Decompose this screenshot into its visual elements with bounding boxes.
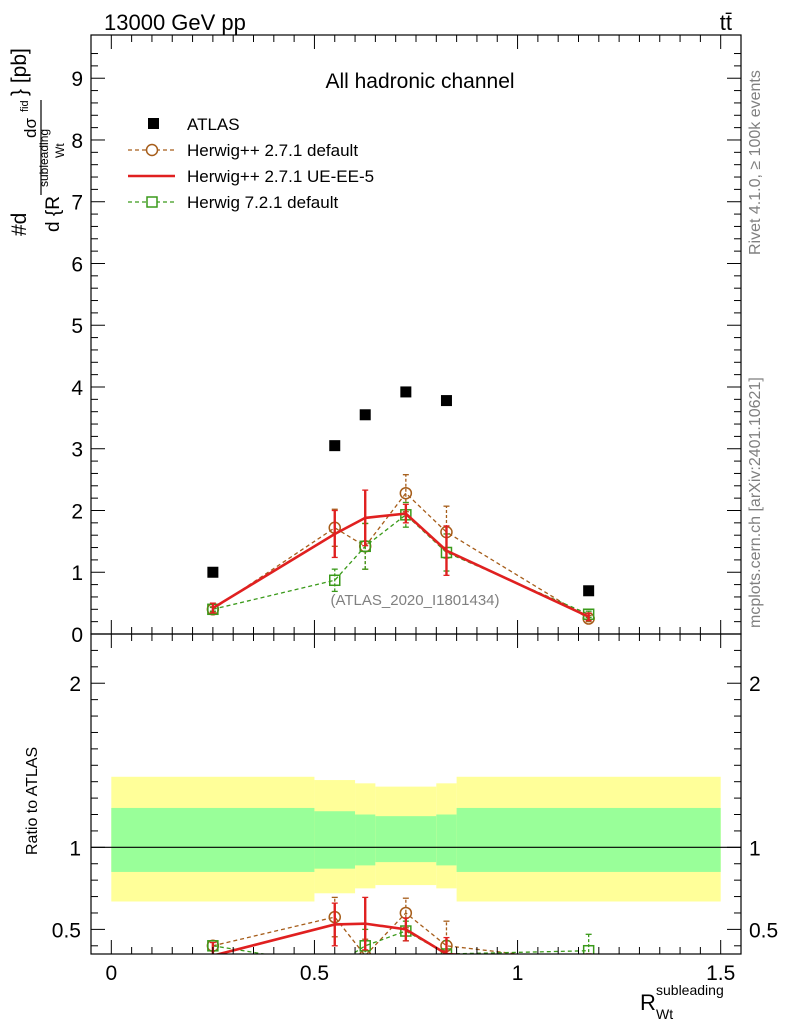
energy-label: 13000 GeV pp [104,10,246,35]
legend-atlas-marker [148,118,159,129]
mcplots-label: mcplots.cern.ch [arXiv:2401.10621] [747,377,764,628]
main-title: All hadronic channel [325,70,514,93]
main-square-marker [329,574,341,587]
ratio-stat-band [314,811,356,869]
atlas-data-point [207,566,219,578]
ratio-square-marker [582,944,595,954]
ratio-square-marker [330,960,340,970]
analysis-watermark: (ATLAS_2020_I1801434) [330,592,499,609]
ylabel-unit: } [pb] [8,48,31,96]
main-data-layer [206,386,595,625]
main-series-line [212,492,589,620]
legend-circle-marker [145,143,159,157]
xlabel-base: R [640,990,656,1015]
ylabel-numerator: dσ [21,118,40,138]
ratio-stat-band [375,816,437,863]
ratio-axis-ticks: 0.5 0.5 1 1 2 2 0 0.5 1 1.5 [52,634,778,985]
ylabel-denominator-sub: Wt [53,143,67,158]
ratio-data-layer [206,896,595,970]
legend-label: Herwig++ 2.7.1 UE-EE-5 [187,167,374,186]
legend: ATLAS Herwig++ 2.7.1 default Herwig++ 2.7.… [128,115,374,212]
main-ytick-label: 2 [71,500,83,523]
main-circle-marker [399,486,413,500]
ylabel-denominator-sup: subleading [37,129,51,187]
main-ytick-label: 5 [71,315,83,338]
atlas-data-point [329,440,341,452]
ratio-stat-band [111,807,315,872]
process-label: tt̄ [720,10,732,35]
xtick-label: 0.5 [300,962,329,985]
main-ytick-label: 6 [71,253,83,276]
main-ytick-label: 8 [71,130,83,153]
ratio-stat-band [456,807,721,872]
ratio-ylabel: Ratio to ATLAS [24,747,41,855]
x-axis-label: R subleading Wt [640,982,724,1022]
ylabel-numerator-sup: fid [19,100,31,112]
main-ytick-label: 4 [71,377,83,400]
rivet-label: Rivet 4.1.0, ≥ 100k events [747,70,764,255]
legend-label: Herwig 7.2.1 default [187,193,338,212]
ylabel-denominator: d {R [43,196,64,232]
atlas-data-point [583,585,595,597]
atlas-data-point [400,386,412,398]
main-ylabel: #d dσ fid d {R subleading Wt } [pb] [8,48,67,236]
ratio-ytick-label-right: 2 [749,673,761,696]
main-axis-ticks: 0 1 2 3 4 5 6 7 8 9 [71,35,741,647]
xlabel-sup: subleading [656,982,724,998]
xtick-label: 1 [512,962,524,985]
xtick-label: 0 [105,962,117,985]
atlas-data-point [440,395,452,407]
xtick-label: 1.5 [706,962,735,985]
ratio-stat-band [436,814,457,866]
legend-label: ATLAS [187,115,240,134]
atlas-data-point [359,409,371,421]
ylabel-prefix: #d [8,213,31,236]
main-ytick-label: 3 [71,439,83,462]
ratio-ytick-label: 2 [69,673,81,696]
ratio-ytick-label-right: 1 [749,837,761,860]
main-ytick-label: 1 [71,562,83,585]
legend-square-marker [146,196,158,208]
ratio-series-line [214,922,470,954]
main-ytick-label: 9 [71,68,83,91]
main-ytick-label: 0 [71,624,83,647]
main-ytick-label: 7 [71,192,83,215]
ratio-ytick-label-right: 0.5 [749,919,778,942]
ratio-series-line [212,912,524,954]
xlabel-sub: Wt [656,1006,673,1022]
ratio-bands [91,776,741,902]
ratio-ytick-label: 0.5 [52,919,81,942]
main-series-line [212,512,590,618]
ratio-ytick-label: 1 [69,837,81,860]
legend-label: Herwig++ 2.7.1 default [187,141,358,160]
ratio-circle-marker [583,957,594,968]
ratio-stat-band [355,814,376,866]
